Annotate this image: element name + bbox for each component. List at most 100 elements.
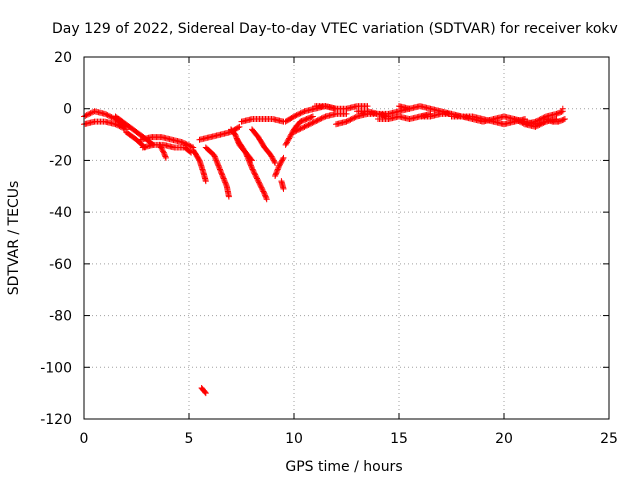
data-point bbox=[317, 116, 324, 123]
data-point bbox=[364, 103, 371, 110]
data-point bbox=[283, 140, 290, 147]
data-point bbox=[87, 110, 94, 117]
data-point bbox=[187, 143, 194, 150]
data-point bbox=[248, 163, 255, 170]
data-point bbox=[279, 156, 286, 163]
data-point bbox=[257, 183, 264, 190]
data-point bbox=[533, 123, 540, 130]
data-point bbox=[215, 163, 222, 170]
data-point bbox=[234, 138, 241, 145]
data-point bbox=[554, 110, 561, 117]
data-point bbox=[300, 124, 307, 131]
data-point bbox=[119, 124, 126, 131]
axis-ticks: 0 5 10 15 20 25 20 0 -20 -40 -60 -80 -100 -120 bbox=[40, 50, 618, 447]
data-point bbox=[250, 169, 257, 176]
data-point bbox=[553, 110, 560, 117]
data-point bbox=[117, 123, 124, 130]
data-point bbox=[532, 118, 539, 125]
data-point bbox=[221, 178, 228, 185]
data-point bbox=[219, 171, 226, 178]
x-axis-label: GPS time / hours bbox=[285, 459, 402, 475]
data-point bbox=[217, 167, 224, 174]
data-point bbox=[249, 166, 256, 173]
data-point bbox=[82, 112, 89, 119]
y-tick-label: 0 bbox=[63, 102, 72, 118]
data-point bbox=[263, 194, 270, 201]
data-point bbox=[535, 117, 542, 124]
data-point bbox=[84, 111, 91, 118]
data-point bbox=[280, 154, 287, 161]
data-point bbox=[351, 114, 358, 121]
data-point bbox=[259, 187, 266, 194]
data-point bbox=[277, 161, 283, 168]
data-point bbox=[233, 134, 240, 141]
data-point bbox=[321, 114, 328, 121]
data-point bbox=[294, 111, 301, 118]
y-tick-label: -40 bbox=[49, 205, 72, 221]
data-point bbox=[216, 165, 223, 172]
data-point bbox=[161, 150, 168, 157]
data-point bbox=[302, 123, 309, 130]
data-point bbox=[222, 180, 229, 187]
data-point bbox=[555, 118, 562, 125]
data-point bbox=[262, 192, 269, 199]
data-point bbox=[314, 117, 321, 124]
data-point bbox=[213, 157, 220, 164]
data-point bbox=[282, 141, 289, 148]
data-point bbox=[218, 170, 225, 177]
data-point bbox=[215, 162, 222, 169]
data-point bbox=[294, 127, 301, 134]
data-point bbox=[260, 188, 267, 195]
data-point bbox=[512, 116, 519, 123]
y-tick-label: -100 bbox=[40, 360, 72, 376]
data-point bbox=[561, 116, 568, 123]
data-point bbox=[313, 117, 320, 124]
data-point bbox=[273, 170, 280, 177]
data-point bbox=[309, 119, 316, 126]
data-point bbox=[297, 118, 304, 125]
data-point bbox=[272, 160, 279, 167]
data-point bbox=[260, 189, 267, 196]
data-point bbox=[315, 116, 322, 123]
data-point bbox=[255, 179, 262, 186]
data-point bbox=[272, 171, 279, 178]
data-point bbox=[160, 149, 167, 156]
data-point bbox=[556, 118, 563, 125]
data-point bbox=[159, 147, 166, 154]
data-point bbox=[247, 162, 254, 169]
y-tick-label: -80 bbox=[49, 309, 72, 325]
data-point bbox=[301, 117, 308, 124]
y-tick-label: 20 bbox=[54, 50, 72, 66]
y-tick-label: -120 bbox=[40, 412, 72, 428]
data-point bbox=[344, 117, 351, 124]
data-point bbox=[293, 112, 300, 119]
data-point bbox=[161, 152, 168, 159]
data-point bbox=[536, 121, 543, 128]
data-point bbox=[303, 116, 310, 123]
chart-title: Day 129 of 2022, Sidereal Day-to-day VTE… bbox=[52, 21, 618, 37]
data-point bbox=[284, 138, 291, 145]
data-point bbox=[160, 148, 167, 155]
data-point bbox=[306, 121, 313, 128]
plot-frame bbox=[83, 56, 610, 420]
data-point bbox=[247, 161, 254, 168]
x-tick-label: 15 bbox=[390, 431, 408, 447]
data-point bbox=[232, 132, 239, 139]
data-point bbox=[276, 162, 283, 169]
data-point bbox=[536, 116, 543, 123]
data-point bbox=[222, 179, 229, 186]
data-point bbox=[248, 156, 255, 163]
data-point bbox=[302, 116, 309, 123]
data-point bbox=[232, 131, 239, 138]
data-point bbox=[213, 158, 220, 165]
data-point bbox=[254, 176, 261, 183]
data-point bbox=[261, 191, 268, 198]
data-point bbox=[319, 114, 326, 121]
data-point bbox=[252, 171, 259, 178]
data-point bbox=[115, 122, 122, 129]
data-point bbox=[88, 109, 95, 116]
data-point bbox=[540, 119, 547, 126]
data-point bbox=[275, 163, 282, 170]
data-point bbox=[277, 160, 284, 167]
